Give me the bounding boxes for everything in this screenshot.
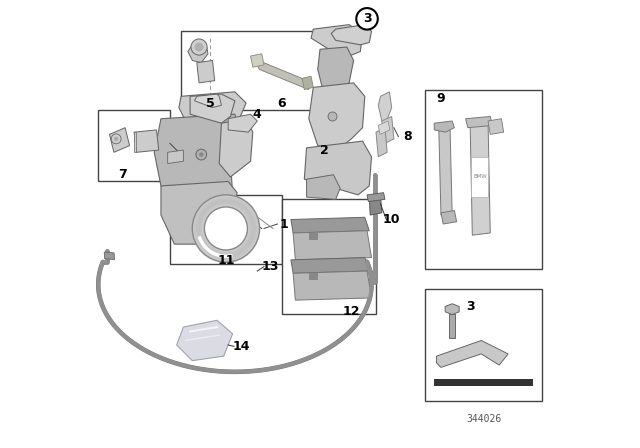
Polygon shape <box>104 252 115 260</box>
Polygon shape <box>311 25 362 56</box>
Polygon shape <box>378 92 392 125</box>
Bar <box>282 199 376 314</box>
Text: 3: 3 <box>363 12 371 26</box>
Text: 1: 1 <box>280 217 289 231</box>
Polygon shape <box>168 150 184 164</box>
Polygon shape <box>188 43 208 63</box>
Polygon shape <box>445 304 459 314</box>
Bar <box>99 110 170 181</box>
Polygon shape <box>220 119 253 177</box>
Polygon shape <box>470 119 490 235</box>
Polygon shape <box>293 231 371 260</box>
Polygon shape <box>109 128 130 152</box>
Polygon shape <box>436 340 508 367</box>
Polygon shape <box>382 116 394 143</box>
Text: 6: 6 <box>278 96 286 110</box>
Circle shape <box>191 39 207 55</box>
Circle shape <box>328 112 337 121</box>
Polygon shape <box>369 195 382 215</box>
Polygon shape <box>291 217 369 233</box>
Bar <box>181 31 327 110</box>
Polygon shape <box>251 54 264 67</box>
Polygon shape <box>134 130 159 152</box>
Polygon shape <box>309 233 317 240</box>
Polygon shape <box>190 94 235 123</box>
Circle shape <box>199 152 204 157</box>
Text: 11: 11 <box>217 254 235 267</box>
Text: 14: 14 <box>233 340 250 353</box>
Polygon shape <box>293 271 371 300</box>
Bar <box>170 195 282 264</box>
Polygon shape <box>317 47 353 90</box>
Polygon shape <box>435 379 533 386</box>
Polygon shape <box>309 83 365 148</box>
Polygon shape <box>179 92 246 121</box>
Polygon shape <box>441 211 457 224</box>
Circle shape <box>193 195 260 262</box>
Circle shape <box>195 43 204 52</box>
Text: BMW: BMW <box>473 174 487 180</box>
Text: 10: 10 <box>383 213 401 226</box>
Polygon shape <box>134 132 136 152</box>
Polygon shape <box>161 181 237 244</box>
Text: 12: 12 <box>342 305 360 318</box>
Polygon shape <box>472 157 488 197</box>
Polygon shape <box>439 123 452 215</box>
Text: 2: 2 <box>320 143 329 157</box>
Text: 3: 3 <box>466 300 474 314</box>
Text: 8: 8 <box>403 130 412 143</box>
Polygon shape <box>309 273 317 280</box>
Polygon shape <box>197 60 215 83</box>
Polygon shape <box>228 114 257 132</box>
Circle shape <box>204 207 248 250</box>
Text: 5: 5 <box>206 96 214 110</box>
Polygon shape <box>466 116 493 128</box>
Text: 7: 7 <box>118 168 127 181</box>
Polygon shape <box>154 114 239 204</box>
Polygon shape <box>449 314 455 338</box>
Circle shape <box>196 149 207 160</box>
Circle shape <box>111 134 121 144</box>
Text: 9: 9 <box>436 92 445 105</box>
Polygon shape <box>376 128 387 157</box>
Bar <box>425 289 541 401</box>
Text: 344026: 344026 <box>466 414 501 424</box>
Polygon shape <box>302 76 314 90</box>
Polygon shape <box>488 119 504 134</box>
Polygon shape <box>367 193 385 202</box>
Polygon shape <box>305 141 371 195</box>
Polygon shape <box>253 58 309 90</box>
Polygon shape <box>177 320 233 361</box>
Text: 4: 4 <box>253 108 262 121</box>
Circle shape <box>356 8 378 30</box>
Polygon shape <box>332 25 371 45</box>
Polygon shape <box>435 121 454 132</box>
Polygon shape <box>195 94 221 108</box>
Circle shape <box>114 137 118 141</box>
Bar <box>425 90 541 269</box>
Polygon shape <box>291 258 369 273</box>
Polygon shape <box>378 121 390 134</box>
Polygon shape <box>307 175 340 199</box>
Text: 13: 13 <box>262 260 280 273</box>
